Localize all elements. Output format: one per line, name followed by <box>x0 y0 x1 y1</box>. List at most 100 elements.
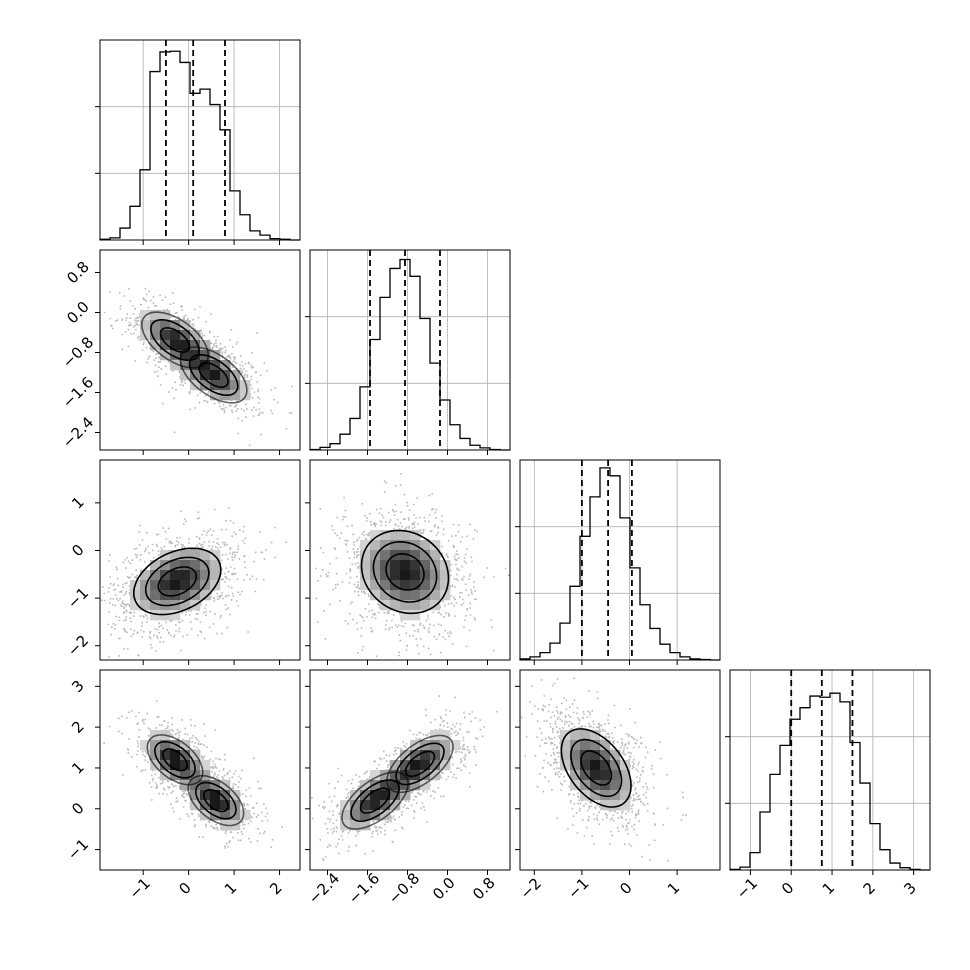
ytick-label-1-3: 0.0 <box>63 298 93 328</box>
density-cell <box>180 320 191 331</box>
density-cell <box>370 800 381 811</box>
density-content-1 <box>100 507 287 658</box>
density-cell <box>400 540 411 551</box>
density-cell <box>150 600 161 611</box>
ytick-label-2-1: −1 <box>64 584 92 612</box>
contour-0-2 <box>385 552 425 591</box>
density-cell <box>590 770 601 781</box>
contour-0-0 <box>360 529 450 615</box>
density-cell <box>620 760 631 771</box>
density-cell <box>580 740 591 751</box>
density-cell <box>210 350 221 361</box>
density-cell <box>360 550 371 561</box>
density-cell <box>590 760 601 771</box>
density-cell <box>170 740 181 751</box>
contour-1-1 <box>395 742 445 786</box>
density-cell <box>160 560 171 571</box>
density-cell <box>450 740 461 751</box>
density-cell <box>190 580 201 591</box>
density-cell <box>180 550 191 561</box>
density-cell <box>440 570 451 581</box>
density-cell <box>230 790 241 801</box>
density-cell <box>180 560 191 571</box>
contour-0-0 <box>341 771 409 830</box>
density-cell <box>380 790 391 801</box>
density-cell <box>350 800 361 811</box>
histogram-step-3 <box>729 692 930 871</box>
density-cell <box>190 330 201 341</box>
density-cell <box>360 570 371 581</box>
density-cell <box>420 760 431 771</box>
density-panel-3-0 <box>95 669 301 875</box>
density-content-3 <box>315 473 510 657</box>
xtick-label-1-0: −2.4 <box>305 869 343 907</box>
density-cell <box>390 540 401 551</box>
density-cell <box>380 580 391 591</box>
density-cell <box>340 810 351 821</box>
density-cell <box>400 760 411 771</box>
contour-0-2 <box>157 566 197 597</box>
contour-0-0 <box>132 547 222 616</box>
density-cell <box>600 740 611 751</box>
density-cell <box>240 810 251 821</box>
histogram-step-2 <box>519 467 720 661</box>
density-cell <box>170 340 181 351</box>
density-cell <box>440 750 451 761</box>
density-cell <box>580 750 591 761</box>
density-cell <box>430 740 441 751</box>
density-cell <box>190 340 201 351</box>
density-cell <box>390 760 401 771</box>
density-cell <box>410 750 421 761</box>
contour-1-0 <box>187 775 245 827</box>
contour-0-2 <box>580 750 613 786</box>
ytick-label-1-1: −1.6 <box>59 373 97 411</box>
density-cell <box>140 580 151 591</box>
density-cell <box>570 750 581 761</box>
density-panel-3-2 <box>515 669 721 875</box>
contour-0-1 <box>154 740 196 779</box>
density-cell <box>400 600 411 611</box>
density-cell <box>390 590 401 601</box>
density-cell <box>140 320 151 331</box>
density-cell <box>180 590 191 601</box>
xtick-label-1-1: −1.6 <box>345 869 383 907</box>
density-cell <box>410 570 421 581</box>
density-cell <box>420 590 431 601</box>
contour-0-2 <box>359 787 391 814</box>
density-cell <box>140 600 151 611</box>
density-panel-2-1 <box>305 459 511 665</box>
contour-1-2 <box>202 789 229 813</box>
hist-frame-3 <box>729 669 931 871</box>
contour-0-1 <box>144 556 210 607</box>
density-cell <box>360 540 371 551</box>
density-cell <box>420 550 431 561</box>
density-cell <box>150 740 161 751</box>
density-cell <box>590 790 601 801</box>
density-cell <box>380 530 391 541</box>
density-cell <box>350 820 361 831</box>
density-cell <box>140 570 151 581</box>
density-cell <box>390 600 401 611</box>
density-cell <box>180 580 191 591</box>
density-cell <box>360 820 371 831</box>
density-cell <box>150 580 161 591</box>
density-cell <box>410 780 421 791</box>
density-cell <box>600 790 611 801</box>
density-cell <box>180 340 191 351</box>
hist-panel-3 <box>725 669 931 875</box>
density-cell <box>150 590 161 601</box>
density-cell <box>390 800 401 811</box>
density-cell <box>410 560 421 571</box>
ytick-label-3-1: 0 <box>68 799 87 818</box>
density-cell <box>170 320 181 331</box>
density-cell <box>380 590 391 601</box>
contour-1-1 <box>188 354 239 396</box>
density-cell <box>400 550 411 561</box>
density-cell <box>580 730 591 741</box>
density-cell <box>560 760 571 771</box>
density-frame-5 <box>519 669 721 871</box>
density-cell <box>410 760 421 771</box>
ytick-label-2-0: −2 <box>64 632 92 660</box>
density-cell <box>350 810 361 821</box>
